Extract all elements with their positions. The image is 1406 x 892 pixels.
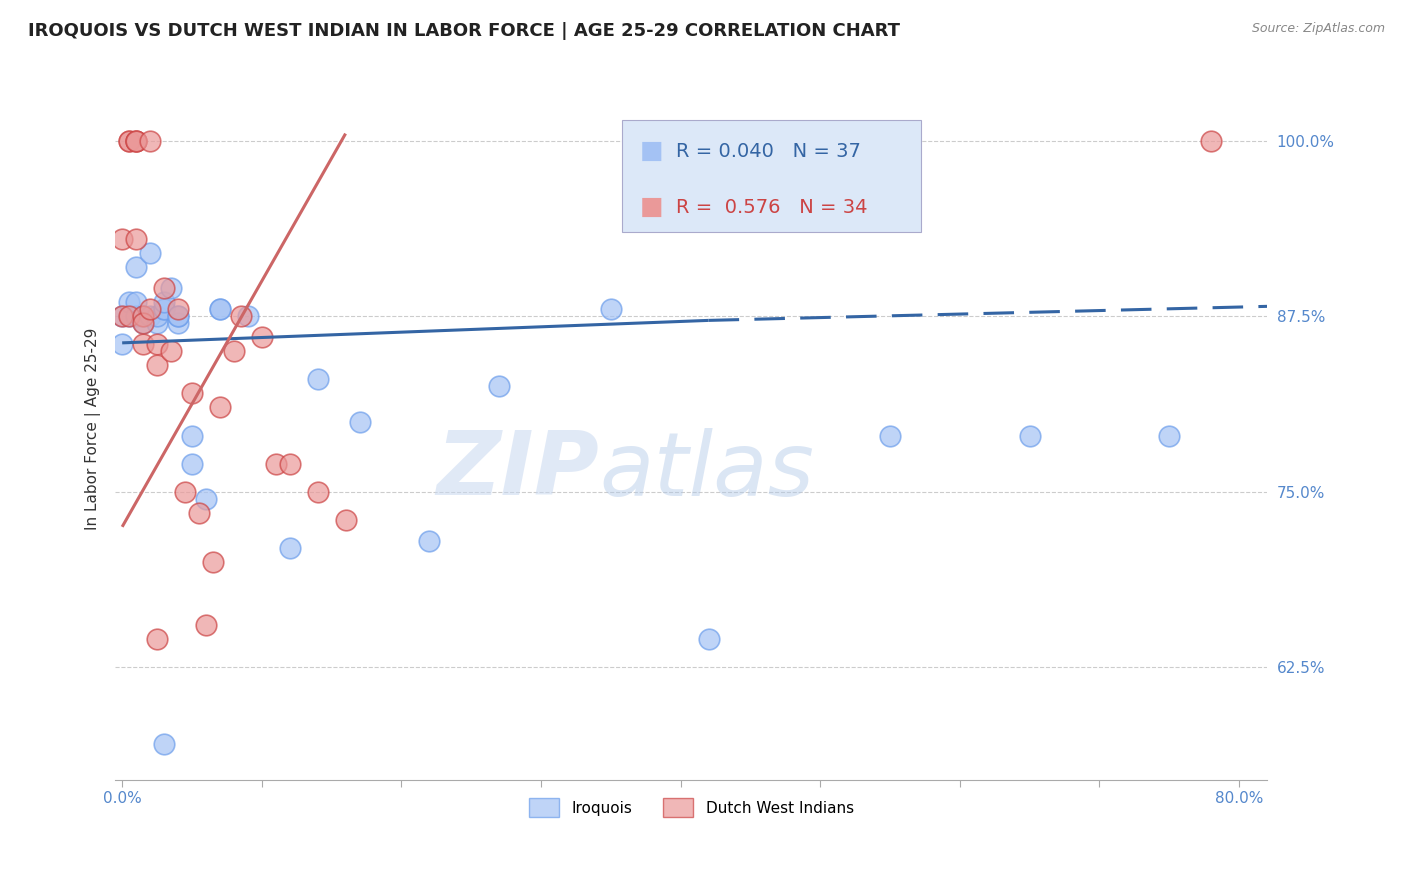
Point bbox=[264, 457, 287, 471]
Point bbox=[132, 316, 155, 330]
Text: ZIP: ZIP bbox=[436, 427, 599, 514]
Point bbox=[188, 506, 211, 520]
Y-axis label: In Labor Force | Age 25-29: In Labor Force | Age 25-29 bbox=[86, 327, 101, 530]
Point bbox=[118, 295, 141, 310]
Point bbox=[278, 541, 301, 555]
Point bbox=[146, 359, 169, 373]
Point bbox=[599, 302, 621, 317]
Point bbox=[167, 309, 190, 323]
Point bbox=[153, 738, 176, 752]
Text: R = 0.040   N = 37: R = 0.040 N = 37 bbox=[676, 142, 860, 161]
Point bbox=[181, 428, 204, 442]
Point bbox=[118, 309, 141, 323]
Point bbox=[194, 491, 217, 506]
Point bbox=[111, 309, 134, 323]
Point bbox=[153, 302, 176, 317]
Point bbox=[153, 295, 176, 310]
Point bbox=[139, 134, 162, 148]
Point bbox=[1199, 134, 1222, 148]
Point bbox=[118, 134, 141, 148]
Point bbox=[236, 309, 259, 323]
Text: IROQUOIS VS DUTCH WEST INDIAN IN LABOR FORCE | AGE 25-29 CORRELATION CHART: IROQUOIS VS DUTCH WEST INDIAN IN LABOR F… bbox=[28, 22, 900, 40]
Point bbox=[201, 555, 224, 569]
Point bbox=[208, 302, 231, 317]
Point bbox=[118, 134, 141, 148]
Point bbox=[194, 618, 217, 632]
Point bbox=[174, 484, 197, 499]
Point bbox=[222, 344, 245, 359]
Point bbox=[125, 232, 148, 246]
Point bbox=[139, 309, 162, 323]
Point bbox=[160, 281, 183, 295]
Point bbox=[250, 330, 273, 344]
Point bbox=[1159, 428, 1181, 442]
Point bbox=[349, 415, 371, 429]
Point bbox=[278, 457, 301, 471]
Point bbox=[146, 309, 169, 323]
Point bbox=[125, 134, 148, 148]
Point bbox=[181, 386, 204, 401]
Point bbox=[111, 337, 134, 351]
Point bbox=[146, 316, 169, 330]
Point bbox=[208, 302, 231, 317]
Point bbox=[335, 513, 357, 527]
Point bbox=[879, 428, 901, 442]
Point bbox=[307, 484, 329, 499]
Point bbox=[118, 309, 141, 323]
Point bbox=[125, 309, 148, 323]
Point bbox=[125, 134, 148, 148]
Text: ■: ■ bbox=[640, 139, 662, 163]
Point bbox=[167, 316, 190, 330]
Point bbox=[418, 533, 440, 548]
Point bbox=[132, 309, 155, 323]
Point bbox=[125, 134, 148, 148]
Text: ■: ■ bbox=[640, 195, 662, 219]
Point bbox=[229, 309, 252, 323]
FancyBboxPatch shape bbox=[621, 120, 921, 232]
Point bbox=[208, 401, 231, 415]
Point bbox=[139, 302, 162, 317]
Point bbox=[488, 379, 510, 393]
Point bbox=[697, 632, 720, 647]
Point bbox=[111, 309, 134, 323]
Point bbox=[181, 457, 204, 471]
Point bbox=[132, 337, 155, 351]
Point bbox=[153, 281, 176, 295]
Point bbox=[307, 372, 329, 386]
Point bbox=[132, 309, 155, 323]
Point bbox=[132, 316, 155, 330]
Point bbox=[139, 246, 162, 260]
Point bbox=[146, 632, 169, 647]
Text: R =  0.576   N = 34: R = 0.576 N = 34 bbox=[676, 198, 868, 217]
Point bbox=[125, 295, 148, 310]
Point bbox=[153, 302, 176, 317]
Point bbox=[167, 302, 190, 317]
Point bbox=[125, 260, 148, 274]
Point bbox=[160, 344, 183, 359]
Legend: Iroquois, Dutch West Indians: Iroquois, Dutch West Indians bbox=[520, 790, 862, 824]
Text: atlas: atlas bbox=[599, 427, 814, 514]
Point bbox=[111, 232, 134, 246]
Text: Source: ZipAtlas.com: Source: ZipAtlas.com bbox=[1251, 22, 1385, 36]
Point bbox=[1018, 428, 1040, 442]
Point bbox=[167, 309, 190, 323]
Point bbox=[146, 337, 169, 351]
